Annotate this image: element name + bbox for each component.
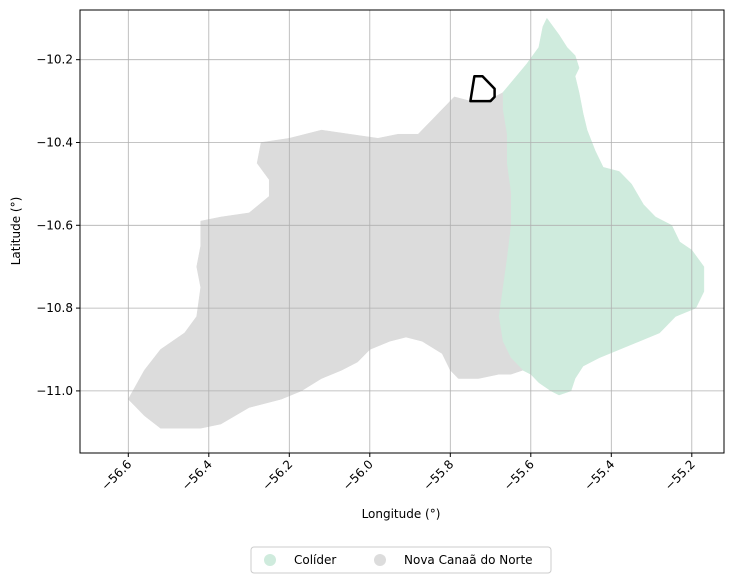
legend-swatch-colider bbox=[264, 554, 276, 566]
y-tick-label-1: −10.4 bbox=[36, 135, 73, 149]
y-tick-label-4: −11.0 bbox=[36, 384, 73, 398]
region-nova-canaa-do-norte bbox=[127, 92, 524, 429]
regions-layer bbox=[127, 17, 705, 429]
grid-layer bbox=[80, 10, 724, 453]
y-axis-label: Latitude (°) bbox=[9, 197, 23, 266]
highlight-outline bbox=[469, 74, 496, 103]
legend-label-nova-canaa: Nova Canaã do Norte bbox=[404, 553, 533, 567]
plot-frame bbox=[79, 9, 725, 454]
y-ticks-layer: −10.2 −10.4 −10.6 −10.8 −11.0 bbox=[36, 53, 80, 398]
x-axis-label: Longitude (°) bbox=[362, 507, 441, 521]
legend-swatch-nova-canaa bbox=[374, 554, 386, 566]
y-tick-label-2: −10.6 bbox=[36, 218, 73, 232]
legend-frame bbox=[250, 546, 552, 574]
legend-label-colider: Colíder bbox=[294, 553, 336, 567]
y-tick-label-0: −10.2 bbox=[36, 53, 73, 67]
highlight-layer bbox=[469, 74, 496, 103]
y-tick-label-3: −10.8 bbox=[36, 301, 73, 315]
legend: Colíder Nova Canaã do Norte bbox=[250, 546, 552, 574]
